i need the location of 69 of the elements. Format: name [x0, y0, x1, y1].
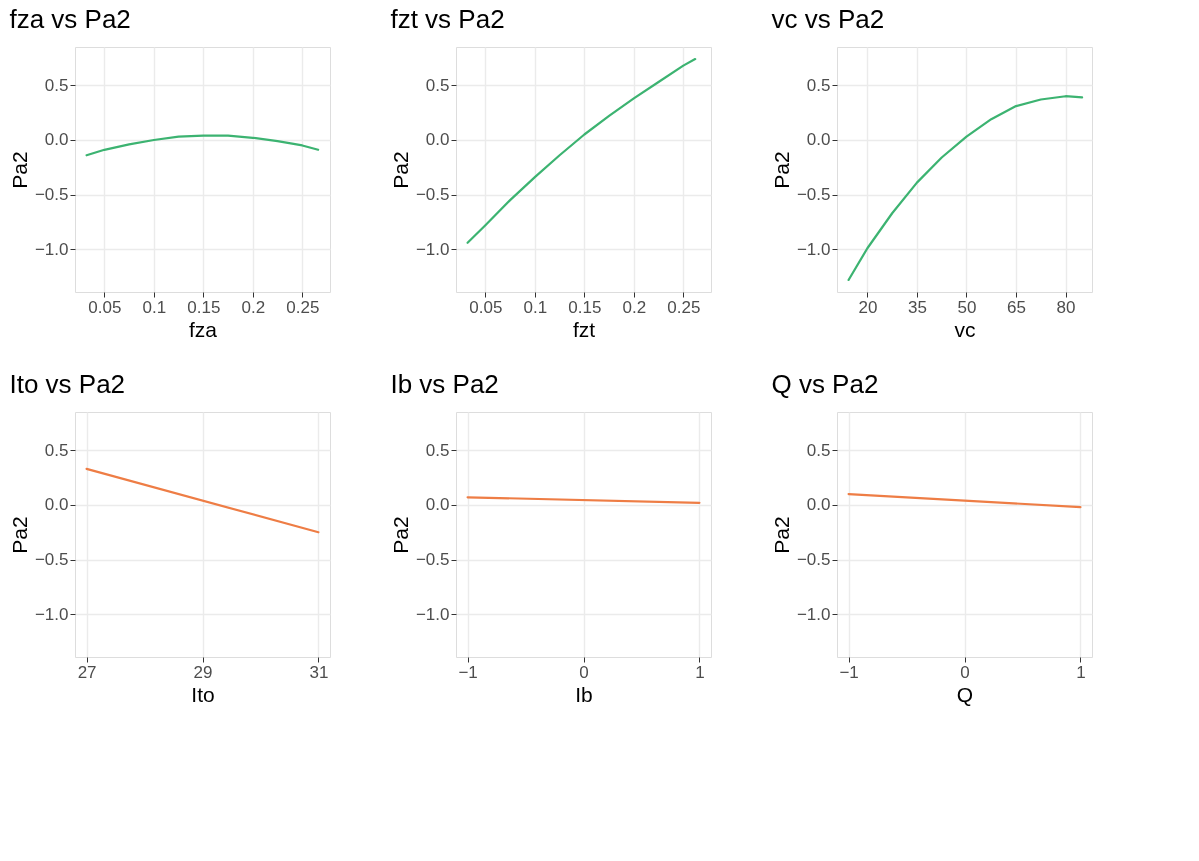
x-tick-label: 0.15: [568, 297, 602, 317]
chart-title: fzt vs Pa2: [390, 4, 505, 34]
y-tick-label: −0.5: [34, 550, 69, 570]
x-axis-title: vc: [954, 317, 976, 341]
chart-title: vc vs Pa2: [771, 4, 885, 34]
x-tick-label: 29: [193, 662, 213, 682]
x-tick-label: 0: [960, 662, 970, 682]
y-tick-label: 0.5: [425, 75, 450, 95]
y-axis-title: Pa2: [388, 516, 412, 554]
y-tick-label: 0.5: [806, 75, 831, 95]
x-axis-title: Q: [956, 682, 974, 706]
chart-title: Q vs Pa2: [771, 369, 879, 399]
y-axis-title: Pa2: [7, 516, 31, 554]
x-tick-label: 0.2: [241, 297, 266, 317]
x-tick-label: 0.05: [469, 297, 503, 317]
y-axis-title: Pa2: [769, 151, 793, 189]
y-tick-label: 0.5: [425, 440, 450, 460]
y-axis-title: Pa2: [7, 151, 31, 189]
x-axis-title: Ito: [191, 682, 215, 706]
x-tick-label: 0.15: [187, 297, 221, 317]
chart-title: Ib vs Pa2: [390, 369, 499, 399]
x-tick-label: 20: [858, 297, 878, 317]
y-tick-label: −0.5: [415, 185, 450, 205]
y-tick-label: 0.0: [806, 130, 831, 150]
x-tick-label: −1: [458, 662, 478, 682]
x-axis-title: fzt: [572, 317, 596, 341]
line-series: [466, 57, 697, 244]
x-tick-label: 0.1: [142, 297, 167, 317]
chart-title: fza vs Pa2: [9, 4, 131, 34]
y-axis-title: Pa2: [388, 151, 412, 189]
x-tick-label: 1: [695, 662, 705, 682]
y-axis-title: Pa2: [769, 516, 793, 554]
y-tick-label: −1.0: [415, 239, 450, 259]
x-tick-label: 0.25: [286, 297, 320, 317]
y-tick-label: −0.5: [415, 550, 450, 570]
x-tick-label: −1: [839, 662, 859, 682]
y-tick-label: −0.5: [796, 550, 831, 570]
x-tick-label: 50: [957, 297, 977, 317]
y-tick-label: −0.5: [796, 185, 831, 205]
y-tick-label: 0.0: [425, 130, 450, 150]
y-tick-label: −1.0: [415, 604, 450, 624]
y-tick-label: −1.0: [34, 239, 69, 259]
line-series: [847, 95, 1084, 282]
y-tick-label: 0.0: [44, 130, 69, 150]
line-series: [85, 134, 320, 157]
y-tick-label: 0.5: [44, 75, 69, 95]
x-tick-label: 0.2: [622, 297, 647, 317]
x-tick-label: 80: [1056, 297, 1076, 317]
y-tick-label: 0.0: [425, 495, 450, 515]
y-tick-label: −0.5: [34, 185, 69, 205]
y-tick-label: 0.0: [44, 495, 69, 515]
x-tick-label: 0.05: [88, 297, 122, 317]
x-tick-label: 31: [309, 662, 329, 682]
y-tick-label: 0.5: [806, 440, 831, 460]
y-tick-label: −1.0: [34, 604, 69, 624]
x-tick-label: 35: [907, 297, 927, 317]
y-tick-label: −1.0: [796, 604, 831, 624]
x-tick-label: 0: [579, 662, 589, 682]
y-tick-label: −1.0: [796, 239, 831, 259]
x-tick-label: 1: [1076, 662, 1086, 682]
y-tick-label: 0.5: [44, 440, 69, 460]
x-tick-label: 27: [77, 662, 97, 682]
x-tick-label: 0.25: [667, 297, 701, 317]
x-tick-label: 0.1: [523, 297, 548, 317]
x-axis-title: fza: [188, 317, 218, 341]
y-tick-label: 0.0: [806, 495, 831, 515]
chart-title: Ito vs Pa2: [9, 369, 126, 399]
x-axis-title: Ib: [575, 682, 593, 706]
x-tick-label: 65: [1007, 297, 1026, 317]
